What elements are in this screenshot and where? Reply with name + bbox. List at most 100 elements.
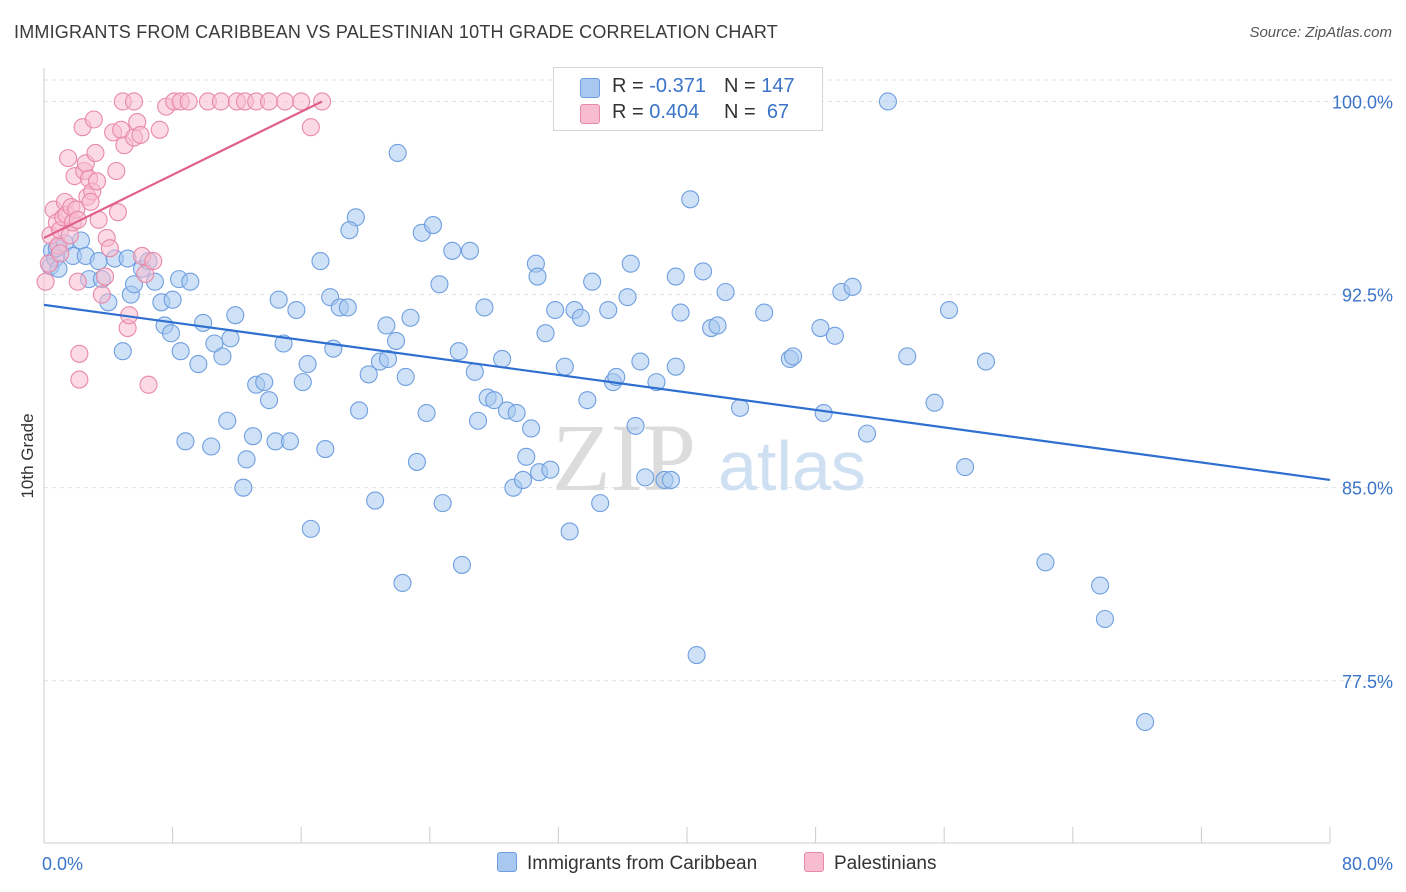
- data-point: [460, 241, 480, 260]
- chart-title: IMMIGRANTS FROM CARIBBEAN VS PALESTINIAN…: [14, 22, 778, 42]
- data-point: [179, 92, 198, 111]
- data-point: [541, 460, 560, 479]
- data-point: [163, 290, 182, 309]
- data-point: [359, 365, 378, 384]
- data-point: [407, 452, 426, 471]
- data-point: [176, 432, 195, 451]
- data-point: [555, 357, 574, 376]
- legend-swatch-palestinians: [804, 852, 824, 872]
- data-point: [211, 92, 230, 111]
- legend-r: R = -0.371: [612, 75, 706, 97]
- legend-n: N = 67: [724, 101, 790, 123]
- watermark-zip: ZIP: [552, 404, 696, 511]
- series-palestinians-points: [36, 92, 332, 394]
- data-point: [161, 324, 181, 343]
- y-axis-label: 10th Grade: [18, 413, 37, 499]
- data-point: [618, 288, 637, 307]
- data-point: [571, 308, 590, 327]
- data-point: [144, 252, 163, 271]
- data-point: [59, 149, 78, 168]
- y-tick-label: 85.0%: [1342, 479, 1393, 499]
- watermark-atlas: atlas: [718, 427, 866, 505]
- data-point: [560, 522, 579, 541]
- data-point: [666, 357, 685, 376]
- series-caribbean-points: [41, 92, 1155, 732]
- data-point: [311, 252, 330, 271]
- data-point: [528, 267, 547, 286]
- data-point: [1091, 576, 1110, 595]
- x-tick-label: 80.0%: [1342, 854, 1393, 874]
- data-point: [621, 254, 640, 273]
- trendlines: [43, 100, 1331, 482]
- data-point: [599, 300, 618, 320]
- legend-item-caribbean: Immigrants from Caribbean: [497, 852, 757, 875]
- data-point: [423, 216, 443, 235]
- data-point: [386, 331, 406, 350]
- y-tick-label: 92.5%: [1342, 286, 1393, 306]
- data-point: [857, 424, 877, 443]
- data-point: [517, 447, 536, 466]
- trendline-palestinians: [43, 100, 323, 239]
- legend-r: R = 0.404: [612, 101, 700, 123]
- data-point: [269, 290, 288, 309]
- data-point: [259, 92, 279, 111]
- data-point: [70, 370, 89, 389]
- data-point: [687, 645, 706, 665]
- data-point: [234, 478, 253, 497]
- data-point: [755, 303, 774, 322]
- data-point: [925, 393, 944, 412]
- data-point: [51, 244, 70, 263]
- data-point: [301, 519, 320, 538]
- data-point: [452, 555, 472, 574]
- data-point: [465, 362, 484, 381]
- data-point: [124, 275, 144, 294]
- legend-swatch-caribbean: [580, 78, 600, 98]
- data-point: [292, 92, 311, 111]
- data-point: [522, 419, 541, 438]
- data-point: [136, 264, 155, 284]
- data-point: [393, 573, 412, 593]
- data-point: [81, 192, 100, 211]
- data-point: [1095, 609, 1114, 629]
- data-point: [716, 282, 735, 302]
- data-point: [939, 300, 959, 320]
- data-point: [784, 347, 803, 366]
- data-point: [468, 411, 488, 430]
- watermark: ZIP atlas: [552, 404, 866, 511]
- data-point: [433, 494, 452, 513]
- data-point: [86, 143, 105, 163]
- data-point: [316, 440, 335, 459]
- data-point: [194, 313, 213, 332]
- data-point: [92, 285, 111, 304]
- legend-n-value: 147: [761, 75, 795, 97]
- data-point: [493, 349, 512, 368]
- y-tick-label: 77.5%: [1342, 672, 1393, 692]
- legend-item-palestinians: Palestinians: [804, 852, 936, 875]
- stats-legend: R = -0.371 N = 147 R = 0.404 N = 67: [553, 67, 823, 131]
- data-point: [68, 272, 87, 291]
- y-tick-label: 100.0%: [1332, 92, 1393, 112]
- trendline-caribbean: [43, 303, 1331, 482]
- legend-label-palestinians: Palestinians: [834, 853, 937, 874]
- data-point: [338, 298, 357, 317]
- data-point: [666, 267, 685, 286]
- data-point: [583, 272, 602, 291]
- data-point: [181, 272, 200, 291]
- data-point: [636, 468, 655, 487]
- data-point: [661, 470, 680, 490]
- legend-r-value: -0.371: [649, 75, 706, 97]
- data-point: [243, 427, 263, 446]
- data-point: [205, 334, 224, 353]
- tick-labels: 100.0% 92.5% 85.0% 77.5% 0.0% 80.0%: [42, 92, 1393, 874]
- data-point: [87, 172, 107, 191]
- data-point: [536, 324, 555, 343]
- data-point: [485, 391, 504, 410]
- data-point: [100, 239, 119, 258]
- data-point: [226, 306, 245, 325]
- data-point: [293, 373, 312, 392]
- source-label: Source: ZipAtlas.com: [1249, 24, 1392, 41]
- data-point: [507, 403, 526, 423]
- data-point: [107, 161, 126, 181]
- data-point: [189, 355, 208, 374]
- data-point: [811, 318, 830, 338]
